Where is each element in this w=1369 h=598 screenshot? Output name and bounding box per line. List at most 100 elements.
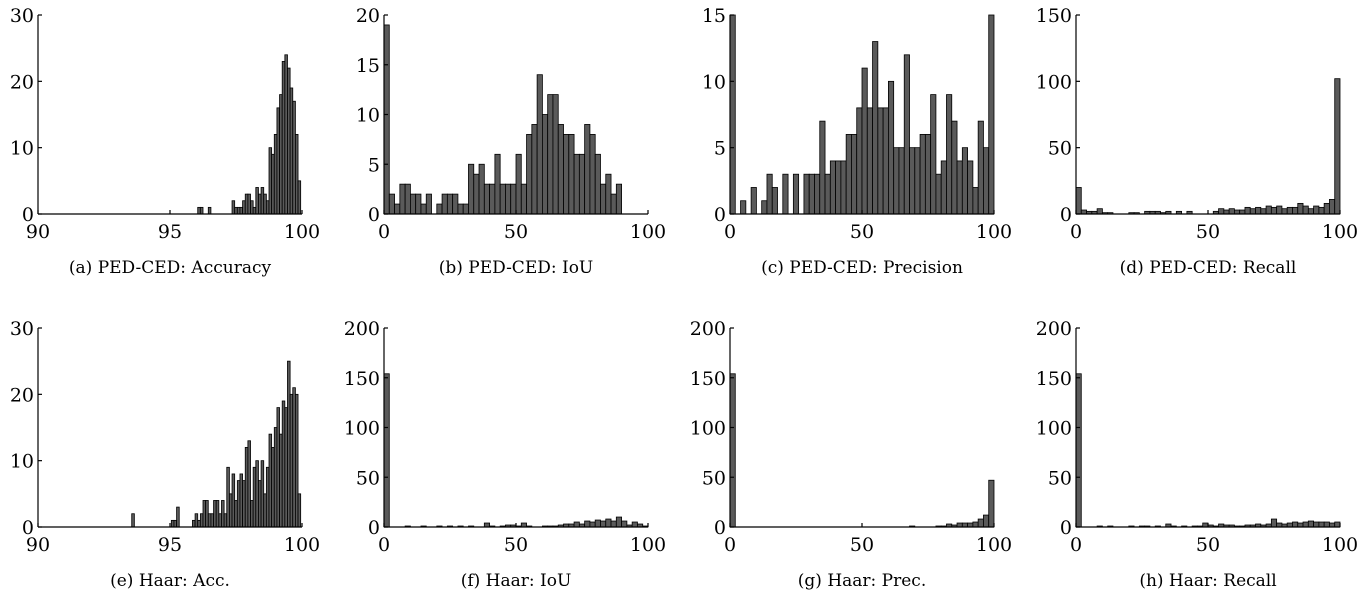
- x-tick-label: 100: [284, 534, 320, 556]
- histogram-bar: [1319, 522, 1324, 527]
- y-tick-label: 15: [356, 55, 380, 77]
- histogram-bar: [532, 124, 537, 214]
- histogram-bar: [558, 124, 563, 214]
- histogram-bar: [600, 184, 605, 214]
- y-tick-label: 15: [702, 5, 726, 27]
- histogram-bar: [836, 161, 841, 214]
- histogram-bar: [1266, 206, 1271, 214]
- histogram-bar: [595, 520, 600, 527]
- histogram-bar: [569, 134, 574, 214]
- histogram-bar: [772, 187, 777, 214]
- y-tick-label: 100: [1036, 71, 1072, 93]
- histogram-bar: [741, 201, 746, 214]
- y-tick-label: 50: [356, 467, 380, 489]
- histogram-bar: [516, 154, 521, 214]
- panel-caption: (g) Haar: Prec.: [798, 571, 926, 591]
- histogram-bar: [405, 184, 410, 214]
- histogram-panel-b: 0 50 10005101520(b) PED-CED: IoU: [356, 5, 666, 278]
- histogram-bar: [952, 121, 957, 214]
- y-tick-label: 150: [1036, 368, 1072, 390]
- histogram-bar: [548, 95, 553, 214]
- histogram-bar: [458, 204, 463, 214]
- histogram-bar: [941, 161, 946, 214]
- histogram-bar: [1324, 522, 1329, 527]
- y-tick-label: 20: [356, 5, 380, 27]
- histogram-bar: [1282, 209, 1287, 214]
- y-tick-label: 10: [356, 105, 380, 127]
- x-tick-label: 95: [158, 221, 182, 243]
- y-tick-label: 0: [1060, 517, 1072, 539]
- y-tick-label: 0: [714, 204, 726, 226]
- histogram-bar: [622, 521, 627, 527]
- histogram-bar: [894, 148, 899, 214]
- histogram-bar: [177, 507, 180, 527]
- histogram-bar: [883, 108, 888, 214]
- histogram-bar: [200, 207, 203, 214]
- histogram-bar: [920, 134, 925, 214]
- y-tick-label: 20: [10, 384, 34, 406]
- histogram-bar: [936, 174, 941, 214]
- histogram-bar: [537, 75, 542, 214]
- histogram-bar: [851, 134, 856, 214]
- histogram-bar: [479, 164, 484, 214]
- y-tick-label: 50: [1048, 138, 1072, 160]
- x-tick-label: 50: [504, 221, 528, 243]
- histogram-bar: [616, 517, 621, 527]
- histogram-bar: [1219, 209, 1224, 214]
- histogram-bar: [841, 161, 846, 214]
- y-tick-label: 0: [22, 204, 34, 226]
- y-tick-label: 50: [1048, 467, 1072, 489]
- histogram-bar: [1319, 207, 1324, 214]
- histogram-bar: [1308, 209, 1313, 214]
- histogram-bar: [468, 164, 473, 214]
- histogram-bar: [574, 522, 579, 527]
- histogram-bar: [590, 522, 595, 527]
- y-tick-label: 150: [690, 368, 726, 390]
- histogram-bar: [1271, 207, 1276, 214]
- histogram-bar: [132, 514, 135, 527]
- histogram-bar: [590, 134, 595, 214]
- histogram-bar: [632, 522, 637, 527]
- histogram-panel-e: 90 95 100 0 10 20 30 (e) Haar: Acc.: [10, 318, 320, 591]
- histogram-bar: [298, 181, 301, 214]
- histogram-bar: [511, 184, 516, 214]
- histogram-bar: [553, 95, 558, 214]
- histogram-bar: [957, 161, 962, 214]
- histogram-bar: [542, 115, 547, 215]
- histogram-bar: [1324, 203, 1329, 214]
- x-tick-label: 100: [630, 534, 666, 556]
- y-tick-label: 20: [10, 71, 34, 93]
- histogram-bar: [505, 184, 510, 214]
- histogram-bar: [1271, 519, 1276, 527]
- histogram-bar: [500, 184, 505, 214]
- histogram-bar: [857, 108, 862, 214]
- histogram-bar: [574, 154, 579, 214]
- histogram-bar: [208, 207, 211, 214]
- x-tick-label: 100: [976, 534, 1012, 556]
- y-tick-label: 100: [344, 418, 380, 440]
- histogram-bar: [1335, 522, 1340, 527]
- histogram-bar: [830, 161, 835, 214]
- y-tick-label: 100: [690, 418, 726, 440]
- histogram-bar: [484, 184, 489, 214]
- histogram-bar: [1261, 209, 1266, 214]
- histogram-bar: [616, 184, 621, 214]
- y-tick-label: 10: [10, 451, 34, 473]
- histogram-bar: [564, 134, 569, 214]
- histogram-panel-h: 0 50 100050100150200(h) Haar: Recall: [1036, 318, 1358, 591]
- histogram-bar: [983, 148, 988, 214]
- histogram-bar: [298, 494, 301, 527]
- histogram-bar: [983, 515, 988, 527]
- y-tick-label: 200: [690, 318, 726, 340]
- histogram-bar: [820, 121, 825, 214]
- histogram-bar: [1314, 206, 1319, 214]
- histogram-bar: [814, 174, 819, 214]
- histogram-bar: [762, 201, 767, 214]
- x-tick-label: 95: [158, 534, 182, 556]
- y-tick-label: 10: [10, 138, 34, 160]
- panel-caption: (h) Haar: Recall: [1139, 571, 1276, 591]
- histogram-bar: [730, 15, 735, 214]
- histogram-bar: [1335, 79, 1340, 214]
- y-tick-label: 0: [714, 517, 726, 539]
- y-tick-label: 50: [702, 467, 726, 489]
